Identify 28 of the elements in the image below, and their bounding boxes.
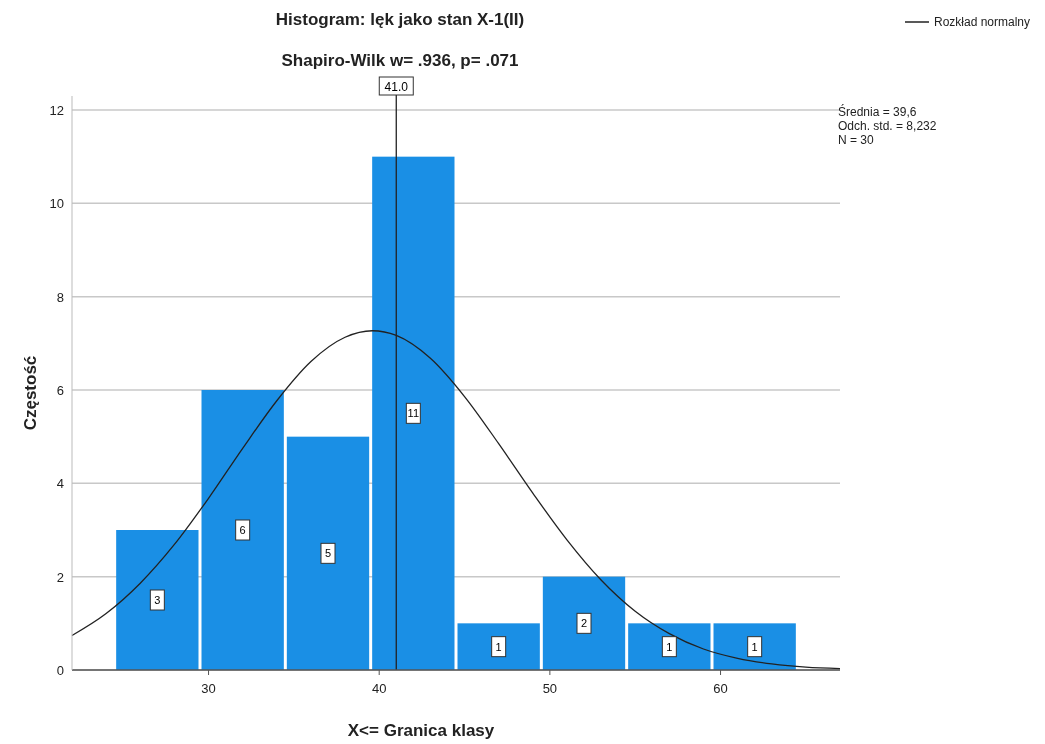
legend-label: Rozkład normalny — [934, 15, 1031, 29]
data-label: 1 — [495, 640, 502, 653]
x-tick-label: 40 — [371, 681, 387, 696]
x-tick-label: 60 — [713, 681, 728, 696]
x-axis-title: X<= Granica klasy — [347, 721, 495, 740]
data-label: 3 — [154, 594, 161, 606]
y-tick-label: 12 — [49, 103, 64, 118]
x-tick-label: 30 — [201, 681, 216, 696]
y-tick-label: 2 — [56, 569, 64, 585]
data-label: 1 — [666, 640, 673, 653]
y-tick-label: 4 — [56, 476, 64, 492]
data-label: 1 — [751, 640, 758, 653]
data-label: 2 — [580, 617, 588, 630]
annotation: Odch. std. = 8,232 — [838, 119, 937, 133]
y-tick-label: 6 — [56, 383, 64, 398]
annotation: N = 30 — [838, 133, 875, 147]
y-tick-label: 0 — [56, 663, 64, 678]
annotation: Średnia = 39,6 — [838, 104, 917, 119]
y-tick-label: 10 — [49, 196, 64, 212]
x-tick-label: 50 — [542, 681, 558, 696]
ref-line-label: 41.0 — [384, 80, 409, 94]
chart-subtitle: Shapiro-Wilk w= .936, p= .071 — [281, 51, 519, 70]
data-label: 5 — [324, 547, 332, 560]
y-tick-label: 8 — [56, 289, 64, 305]
data-label: 6 — [239, 524, 246, 536]
data-label: 11 — [407, 407, 420, 420]
chart-title: Histogram: lęk jako stan X-1(II) — [275, 10, 525, 29]
y-axis-title: Częstość — [21, 355, 40, 431]
